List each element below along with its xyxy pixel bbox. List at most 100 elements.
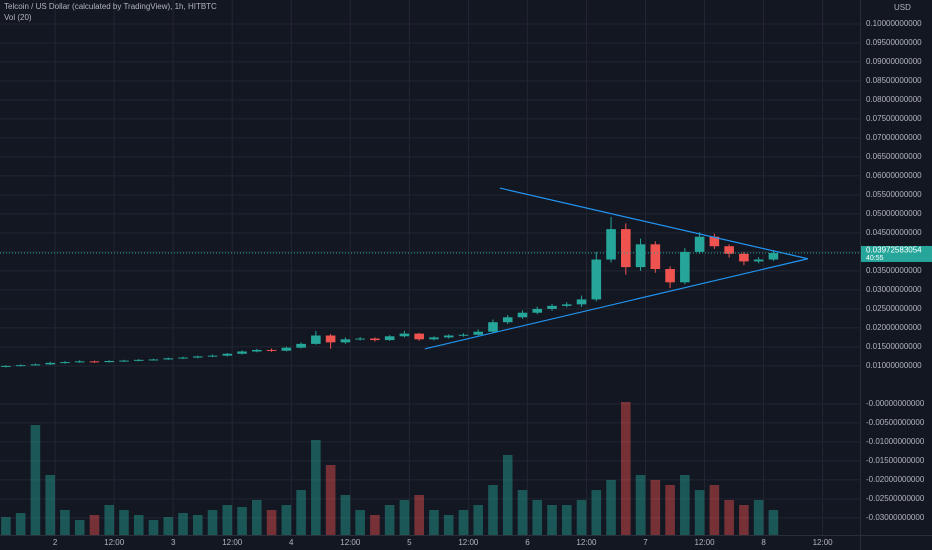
y-tick-label: -0.01000000000 <box>866 437 925 446</box>
candle-body <box>414 333 424 340</box>
x-tick-label: 8 <box>761 538 766 547</box>
candle-body <box>133 359 144 361</box>
candle-body <box>355 338 365 340</box>
candle-body <box>178 357 188 359</box>
candle-body <box>311 335 321 344</box>
volume-bar <box>266 510 277 535</box>
x-tick-label: 12:00 <box>576 538 597 547</box>
candle-body <box>399 333 410 337</box>
volume-bar <box>635 475 646 535</box>
countdown-label: 40:55 <box>866 255 884 262</box>
y-tick-label: -0.01500000000 <box>866 456 925 465</box>
candle-body <box>532 308 543 313</box>
candle-body <box>694 236 705 252</box>
candle-body <box>266 349 277 351</box>
y-tick-label: -0.02500000000 <box>866 494 925 503</box>
candle-body <box>724 246 734 254</box>
candle-body <box>30 364 41 366</box>
y-tick-label: 0.03500000000 <box>866 266 922 275</box>
candle-body <box>753 259 764 262</box>
volume-bar <box>532 500 543 535</box>
candle-body <box>517 312 528 318</box>
volume-bar <box>192 515 203 535</box>
volume-bar <box>207 510 218 535</box>
volume-bar <box>429 510 439 535</box>
volume-bar <box>665 485 675 535</box>
y-tick-label: 0.05500000000 <box>866 190 922 199</box>
candle-body <box>635 244 646 268</box>
volume-bar <box>576 500 587 535</box>
y-tick-label: 0.07000000000 <box>866 133 922 142</box>
y-tick-label: 0.04500000000 <box>866 228 922 237</box>
volume-bar <box>650 480 661 535</box>
y-tick-label: 0.09000000000 <box>866 57 922 66</box>
y-tick-label: 0.01000000000 <box>866 361 922 370</box>
y-tick-label: 0.03000000000 <box>866 285 922 294</box>
volume-bar <box>340 495 351 535</box>
last-price-label: 0.03972583054 <box>866 246 922 255</box>
last-price-tag <box>861 245 932 262</box>
candle-body <box>680 251 690 283</box>
volume-bar <box>768 510 779 535</box>
volume-bar <box>45 475 55 535</box>
candle-body <box>104 360 115 363</box>
y-tick-label: 0.06500000000 <box>866 152 922 161</box>
candle-body <box>473 331 484 335</box>
candle-body <box>561 304 572 306</box>
candle-body <box>207 355 218 357</box>
candle-body <box>325 335 336 343</box>
candle-body <box>222 353 233 356</box>
candle-body <box>768 253 779 260</box>
volume-bar <box>237 507 247 535</box>
y-tick-label: 0.07500000000 <box>866 114 922 123</box>
y-tick-label: 0.01500000000 <box>866 342 922 351</box>
trendline <box>499 187 808 260</box>
y-tick-label: 0.02000000000 <box>866 323 922 332</box>
y-tick-label: 0.08000000000 <box>866 95 922 104</box>
candle-body <box>252 349 262 352</box>
currency-label: USD <box>894 3 911 12</box>
volume-bar <box>694 490 705 535</box>
volume-bar <box>621 402 631 535</box>
grid <box>0 0 860 535</box>
x-tick-label: 3 <box>171 538 176 547</box>
y-tick-label: -0.03000000000 <box>866 513 925 522</box>
candle-body <box>739 253 749 262</box>
candle-body <box>458 334 469 336</box>
volume-bar <box>30 425 41 535</box>
candle-body <box>281 347 292 351</box>
y-tick-label: 0.08500000000 <box>866 76 922 85</box>
volume-pane <box>1 402 779 535</box>
x-tick-label: 12:00 <box>222 538 243 547</box>
y-tick-label: -0.02000000000 <box>866 475 925 484</box>
candle-body <box>621 229 631 268</box>
volume-bar <box>502 455 513 535</box>
volume-bar <box>60 510 70 535</box>
volume-bar <box>384 505 395 535</box>
volume-bar <box>311 440 321 535</box>
y-tick-label: 0.10000000000 <box>866 19 922 28</box>
volume-bar <box>281 505 292 535</box>
candle-body <box>163 358 174 360</box>
candle-body <box>148 359 159 361</box>
y-tick-label: 0.09500000000 <box>866 38 922 47</box>
candle-body <box>591 259 602 300</box>
candle-body <box>384 336 395 341</box>
volume-bar <box>591 490 602 535</box>
x-tick-label: 12:00 <box>458 538 479 547</box>
volume-bar <box>133 515 144 535</box>
candle-body <box>15 365 26 367</box>
candle-body <box>709 236 720 247</box>
candle-body <box>296 343 306 348</box>
volume-bar <box>1 517 11 535</box>
volume-bar <box>252 500 262 535</box>
x-tick-label: 12:00 <box>340 538 361 547</box>
candle-body <box>89 361 100 363</box>
volume-bar <box>15 513 26 535</box>
candle-body <box>488 322 498 332</box>
volume-bar <box>296 490 306 535</box>
candle-body <box>502 317 513 323</box>
candle-body <box>650 244 661 270</box>
candle-body <box>60 362 70 364</box>
volume-bar <box>370 515 380 535</box>
